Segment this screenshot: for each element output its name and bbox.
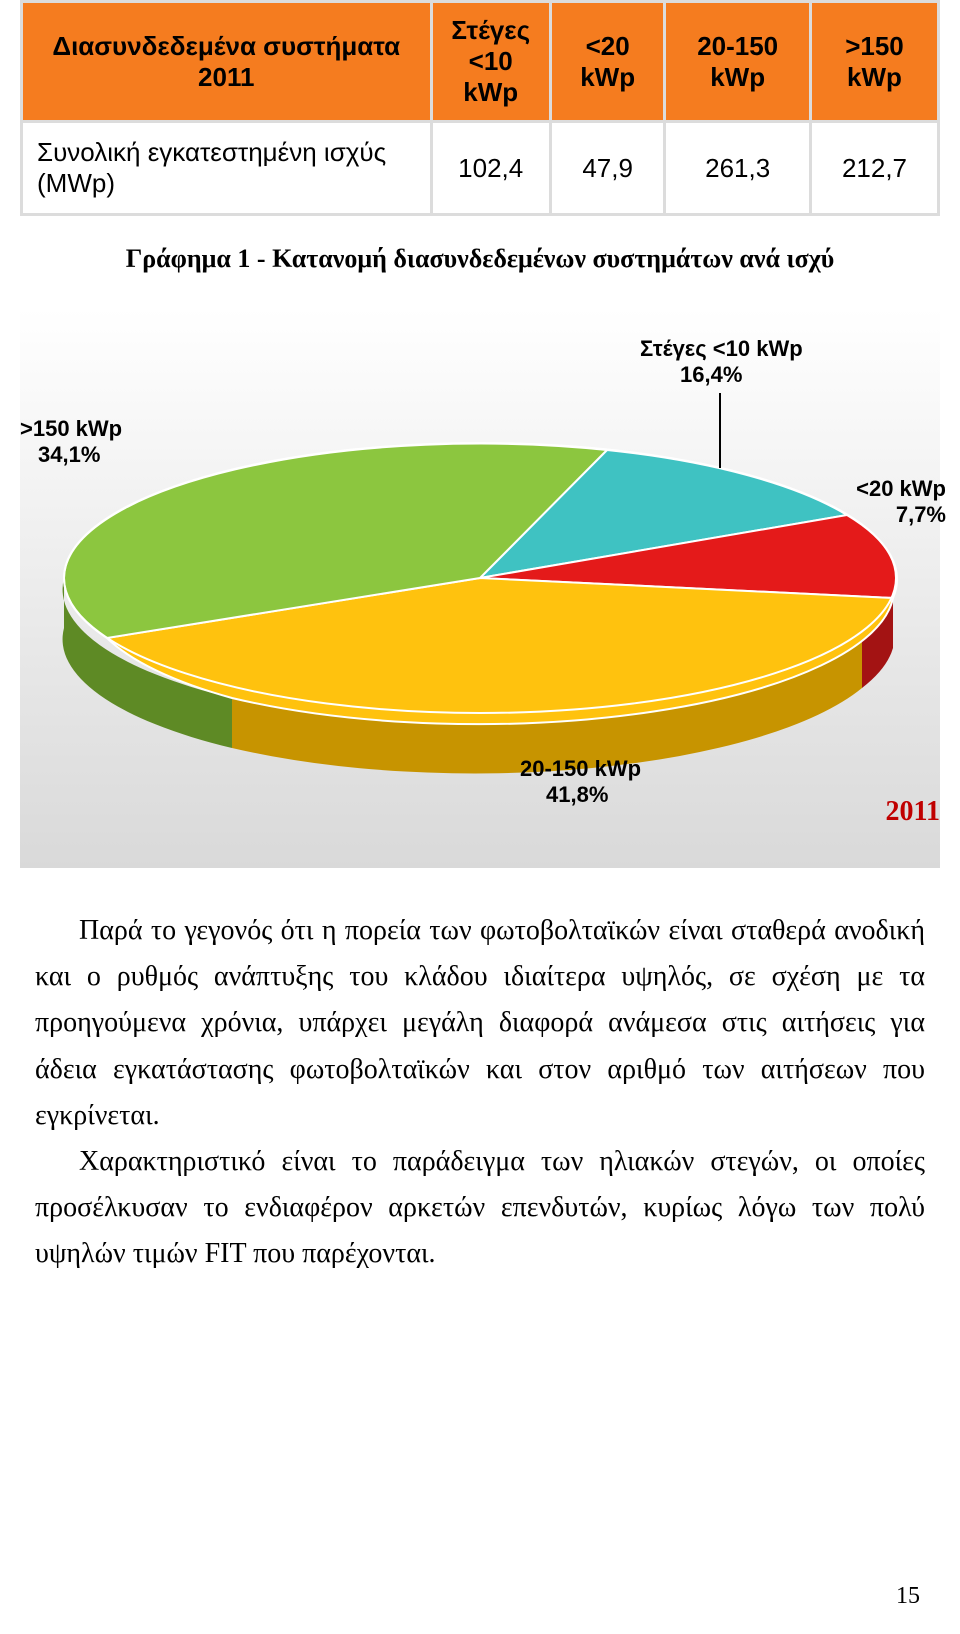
pie-chart: Στέγες <10 kWp 16,4% >150 kWp 34,1% <20 … (20, 308, 940, 868)
label-green-text: >150 kWp (20, 416, 122, 441)
col3-line1: 20-150 kWp (697, 31, 778, 92)
chart-year: 2011 (886, 796, 940, 828)
capacity-table: Διασυνδεδεμένα συστήματα 2011 Στέγες <10… (20, 0, 940, 216)
col1-line2: <10 kWp (441, 46, 541, 108)
col-header-2: <20 kWp (550, 2, 664, 122)
page-number: 15 (896, 1583, 920, 1610)
col4-line1: >150 kWp (845, 31, 904, 92)
col2-line1: <20 kWp (580, 31, 635, 92)
col-header-1: Στέγες <10 kWp (431, 2, 550, 122)
label-red-pct: 7,7% (856, 502, 946, 528)
cell-2: 261,3 (665, 122, 811, 215)
label-yellow-pct: 41,8% (546, 782, 641, 808)
col1-line1: Στέγες (451, 15, 530, 45)
chart-caption: Γράφημα 1 - Κατανομή διασυνδεδεμένων συσ… (20, 244, 940, 274)
paragraph-1: Παρά το γεγονός ότι η πορεία των φωτοβολ… (35, 908, 925, 1139)
col-header-3: 20-150 kWp (665, 2, 811, 122)
label-yellow-text: 20-150 kWp (520, 756, 641, 781)
col0-line2: 2011 (31, 62, 422, 93)
row-label: Συνολική εγκατεστημένη ισχύς (MWp) (22, 122, 432, 215)
label-teal-pct: 16,4% (680, 362, 803, 388)
cell-1: 47,9 (550, 122, 664, 215)
label-teal: Στέγες <10 kWp 16,4% (640, 336, 803, 388)
label-red: <20 kWp 7,7% (856, 476, 946, 528)
paragraph-2: Χαρακτηριστικό είναι το παράδειγμα των η… (35, 1139, 925, 1278)
cell-3: 212,7 (811, 122, 939, 215)
cell-0: 102,4 (431, 122, 550, 215)
label-teal-text: Στέγες <10 kWp (640, 336, 803, 361)
label-green: >150 kWp 34,1% (20, 416, 122, 468)
col-header-4: >150 kWp (811, 2, 939, 122)
col-header-0: Διασυνδεδεμένα συστήματα 2011 (22, 2, 432, 122)
pie-top (64, 443, 897, 724)
body-text: Παρά το γεγονός ότι η πορεία των φωτοβολ… (35, 908, 925, 1278)
label-red-text: <20 kWp (856, 476, 946, 501)
label-green-pct: 34,1% (38, 442, 122, 468)
pie-svg (20, 308, 940, 868)
col0-line1: Διασυνδεδεμένα συστήματα (52, 31, 400, 61)
label-yellow: 20-150 kWp 41,8% (520, 756, 641, 808)
